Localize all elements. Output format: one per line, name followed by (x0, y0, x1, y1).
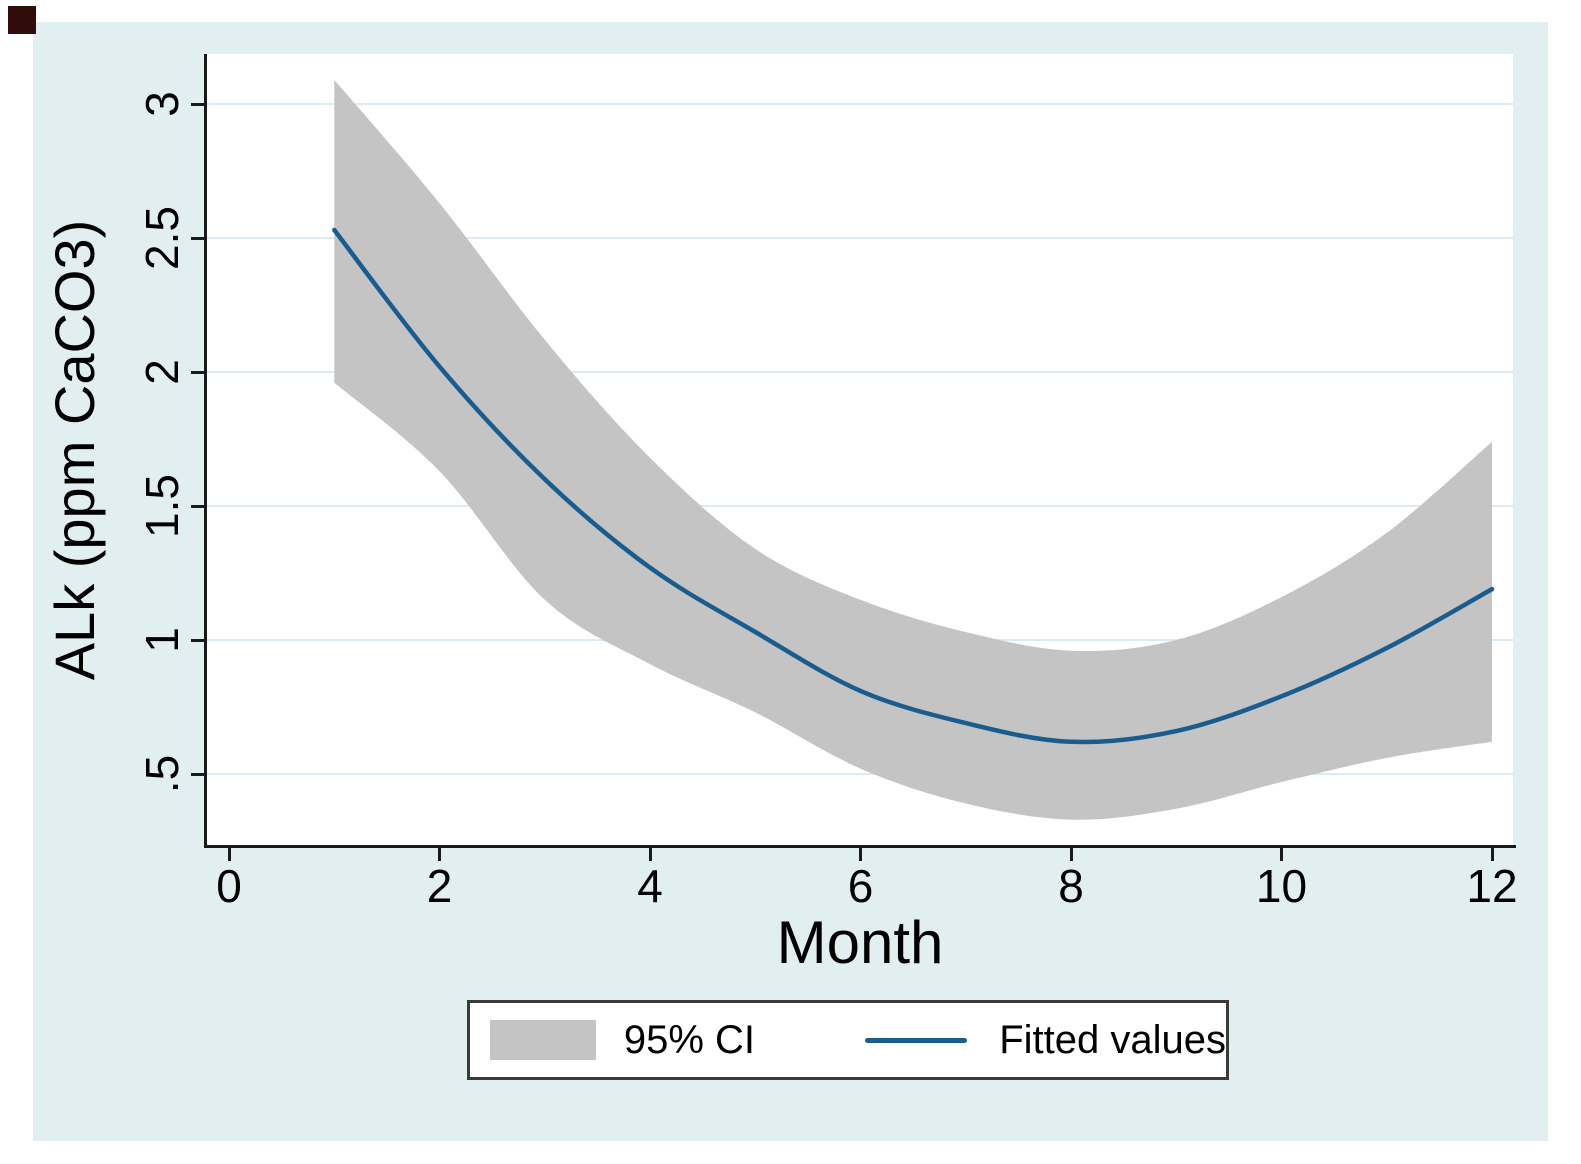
y-tick-label: 1 (136, 627, 188, 653)
y-tick-label: 2.5 (136, 206, 188, 270)
y-tick-mark (191, 102, 204, 106)
y-tick-label: 3 (136, 91, 188, 117)
x-tick-mark (1280, 848, 1283, 861)
ci-legend-label: 95% CI (623, 1017, 756, 1062)
y-tick-label: 1.5 (136, 474, 188, 538)
fitted-legend-label: Fitted values (999, 1017, 1226, 1062)
x-axis-title: Month (776, 909, 944, 976)
corner-mark (8, 6, 36, 34)
y-tick-mark (191, 772, 204, 776)
x-tick-mark (1490, 848, 1494, 861)
x-tick-label: 6 (847, 860, 874, 912)
y-tick-mark (191, 504, 204, 508)
x-tick-label: 0 (216, 860, 242, 912)
x-tick-label: 10 (1255, 860, 1308, 912)
x-tick-label: 2 (426, 860, 453, 912)
x-axis-line (204, 845, 1516, 848)
x-tick-mark (648, 848, 652, 861)
x-tick-mark (859, 848, 862, 861)
chart-canvas (207, 79, 1513, 820)
x-tick-mark (1069, 848, 1073, 861)
ci-band (334, 79, 1492, 820)
fitted-line (332, 227, 1495, 745)
y-tick-mark (191, 370, 204, 374)
x-tick-mark (438, 848, 441, 861)
x-tick-label: 4 (637, 860, 663, 912)
x-tick-label: 8 (1058, 860, 1084, 912)
x-tick-label: 12 (1466, 860, 1518, 912)
ci-band-swatch (490, 1020, 596, 1060)
fitted-line-swatch (865, 1037, 968, 1043)
y-axis-title: ALk (ppm CaCO3) (43, 219, 106, 681)
y-tick-mark (191, 638, 204, 642)
y-tick-label: 2 (136, 359, 188, 385)
y-axis-line (204, 54, 207, 848)
y-tick-label: .5 (136, 754, 188, 794)
legend: 95% CI Fitted values (467, 1000, 1229, 1080)
y-tick-mark (191, 236, 204, 240)
x-tick-mark (227, 848, 231, 861)
